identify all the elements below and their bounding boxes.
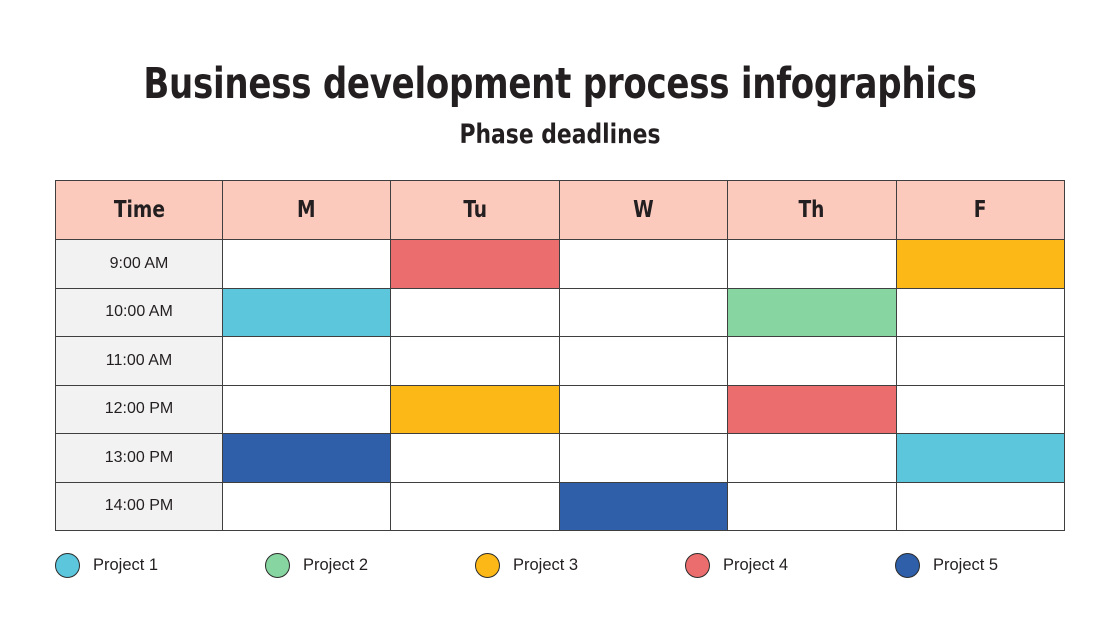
schedule-cell-empty[interactable] [895, 336, 1065, 386]
column-header-tu: Tu [390, 180, 560, 240]
schedule-table: Time M Tu W Th F 9:00 AM 10:00 AM 11:00 AM 12:00… [55, 180, 1065, 531]
legend-item[interactable]: Project 5 [895, 552, 1105, 578]
schedule-cell-empty[interactable] [558, 287, 729, 337]
schedule-cell-filled[interactable] [390, 239, 560, 289]
time-label-cell: 13:00 PM [55, 433, 223, 483]
schedule-cell-empty[interactable] [390, 433, 560, 483]
legend-item-label: Project 3 [513, 555, 579, 574]
schedule-cell-filled[interactable] [221, 287, 392, 337]
legend-color-dot-icon [265, 552, 290, 578]
schedule-cell-empty[interactable] [727, 239, 897, 289]
schedule-cell-empty[interactable] [895, 287, 1065, 337]
time-label-cell: 10:00 AM [55, 287, 223, 337]
column-header-label: W [633, 197, 654, 223]
schedule-cell-filled[interactable] [895, 239, 1065, 289]
legend-color-dot-icon [895, 552, 920, 578]
column-header-label: F [973, 197, 987, 223]
time-label-cell: 9:00 AM [55, 239, 223, 289]
page-subtitle: Phase deadlines [459, 119, 661, 150]
legend-color-dot-icon [475, 552, 500, 578]
schedule-cell-filled[interactable] [390, 384, 560, 434]
legend-item[interactable]: Project 3 [475, 552, 685, 578]
column-header-label: Tu [463, 197, 487, 223]
table-row: 14:00 PM [55, 481, 1065, 531]
table-header: Time M Tu W Th F [55, 180, 1065, 240]
legend-item-label: Project 2 [303, 555, 369, 574]
legend-color-dot-icon [685, 552, 710, 578]
time-label-cell: 12:00 PM [55, 384, 223, 434]
table-body: 9:00 AM 10:00 AM 11:00 AM 12:00 PM 13:00 PM 1… [55, 239, 1065, 531]
legend-item-label: Project 5 [933, 555, 999, 574]
legend-item[interactable]: Project 1 [55, 552, 265, 578]
schedule-cell-empty[interactable] [221, 239, 392, 289]
legend-color-dot-icon [55, 552, 80, 578]
schedule-cell-empty[interactable] [390, 287, 560, 337]
schedule-cell-empty[interactable] [558, 239, 729, 289]
schedule-cell-empty[interactable] [558, 384, 729, 434]
schedule-cell-filled[interactable] [558, 481, 729, 531]
column-header-label: M [297, 197, 316, 223]
schedule-cell-empty[interactable] [727, 433, 897, 483]
column-header-f: F [895, 180, 1065, 240]
schedule-cell-filled[interactable] [221, 433, 392, 483]
schedule-cell-empty[interactable] [221, 384, 392, 434]
table-row: 10:00 AM [55, 287, 1065, 337]
schedule-cell-filled[interactable] [727, 287, 897, 337]
schedule-cell-empty[interactable] [558, 433, 729, 483]
page-title: Business development process infographic… [143, 59, 977, 109]
legend-item-label: Project 1 [93, 555, 159, 574]
column-header-label: Th [798, 197, 825, 223]
schedule-cell-empty[interactable] [221, 481, 392, 531]
schedule-cell-empty[interactable] [390, 336, 560, 386]
column-header-th: Th [727, 180, 897, 240]
column-header-time: Time [55, 180, 223, 240]
legend-item[interactable]: Project 2 [265, 552, 475, 578]
schedule-cell-empty[interactable] [727, 481, 897, 531]
column-header-w: W [558, 180, 729, 240]
legend-item-label: Project 4 [723, 555, 789, 574]
schedule-cell-filled[interactable] [895, 433, 1065, 483]
schedule-cell-empty[interactable] [895, 481, 1065, 531]
schedule-cell-empty[interactable] [727, 336, 897, 386]
table-row: 12:00 PM [55, 384, 1065, 434]
title-block: Business development process infographic… [0, 58, 1120, 152]
table-row: 11:00 AM [55, 336, 1065, 386]
legend: Project 1 Project 2 Project 3 Project 4 Proj… [55, 548, 1064, 582]
table-header-row: Time M Tu W Th F [55, 180, 1065, 240]
schedule-cell-empty[interactable] [390, 481, 560, 531]
time-label-cell: 11:00 AM [55, 336, 223, 386]
schedule-cell-filled[interactable] [727, 384, 897, 434]
schedule-cell-empty[interactable] [895, 384, 1065, 434]
table-row: 13:00 PM [55, 433, 1065, 483]
column-header-m: M [221, 180, 392, 240]
legend-item[interactable]: Project 4 [685, 552, 895, 578]
schedule-cell-empty[interactable] [221, 336, 392, 386]
time-label-cell: 14:00 PM [55, 481, 223, 531]
table-row: 9:00 AM [55, 239, 1065, 289]
column-header-label: Time [113, 197, 165, 223]
schedule-cell-empty[interactable] [558, 336, 729, 386]
